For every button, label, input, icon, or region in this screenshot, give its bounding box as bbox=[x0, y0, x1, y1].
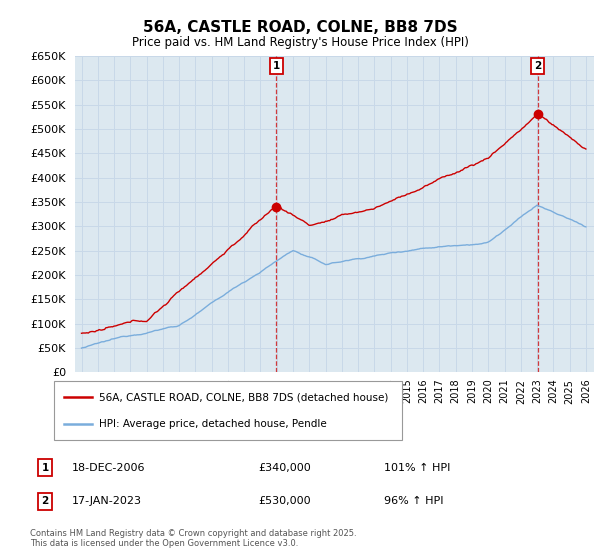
Text: Contains HM Land Registry data © Crown copyright and database right 2025.
This d: Contains HM Land Registry data © Crown c… bbox=[30, 529, 356, 548]
Text: 17-JAN-2023: 17-JAN-2023 bbox=[72, 496, 142, 506]
Text: £530,000: £530,000 bbox=[258, 496, 311, 506]
FancyBboxPatch shape bbox=[54, 381, 402, 440]
Text: 1: 1 bbox=[41, 463, 49, 473]
Text: 56A, CASTLE ROAD, COLNE, BB8 7DS (detached house): 56A, CASTLE ROAD, COLNE, BB8 7DS (detach… bbox=[99, 392, 389, 402]
Text: 56A, CASTLE ROAD, COLNE, BB8 7DS: 56A, CASTLE ROAD, COLNE, BB8 7DS bbox=[143, 20, 457, 35]
Text: 2: 2 bbox=[534, 61, 541, 71]
Text: 18-DEC-2006: 18-DEC-2006 bbox=[72, 463, 146, 473]
Text: HPI: Average price, detached house, Pendle: HPI: Average price, detached house, Pend… bbox=[99, 419, 327, 429]
Text: 96% ↑ HPI: 96% ↑ HPI bbox=[384, 496, 443, 506]
Text: 1: 1 bbox=[272, 61, 280, 71]
Text: Price paid vs. HM Land Registry's House Price Index (HPI): Price paid vs. HM Land Registry's House … bbox=[131, 36, 469, 49]
Text: 101% ↑ HPI: 101% ↑ HPI bbox=[384, 463, 451, 473]
Text: 2: 2 bbox=[41, 496, 49, 506]
Text: £340,000: £340,000 bbox=[258, 463, 311, 473]
